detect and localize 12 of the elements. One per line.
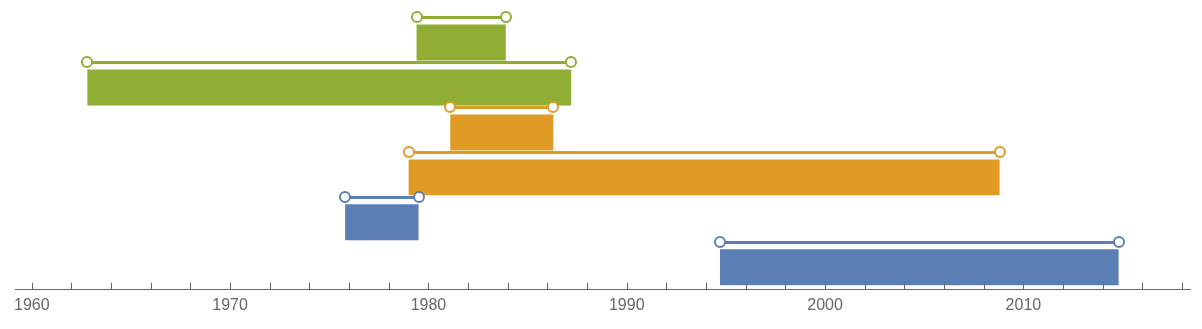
bar (345, 204, 419, 241)
x-tick-label: 1960 (14, 295, 50, 313)
x-tick-label: 2000 (807, 295, 843, 313)
bar (87, 69, 572, 106)
bar (416, 24, 506, 61)
bar (408, 159, 1000, 196)
x-tick-label: 1970 (212, 295, 249, 313)
bar (719, 249, 1119, 286)
bar (450, 114, 554, 151)
x-tick-label: 2010 (1005, 295, 1042, 313)
x-tick-label: 1990 (608, 295, 645, 313)
x-tick-label: 1980 (410, 295, 447, 313)
